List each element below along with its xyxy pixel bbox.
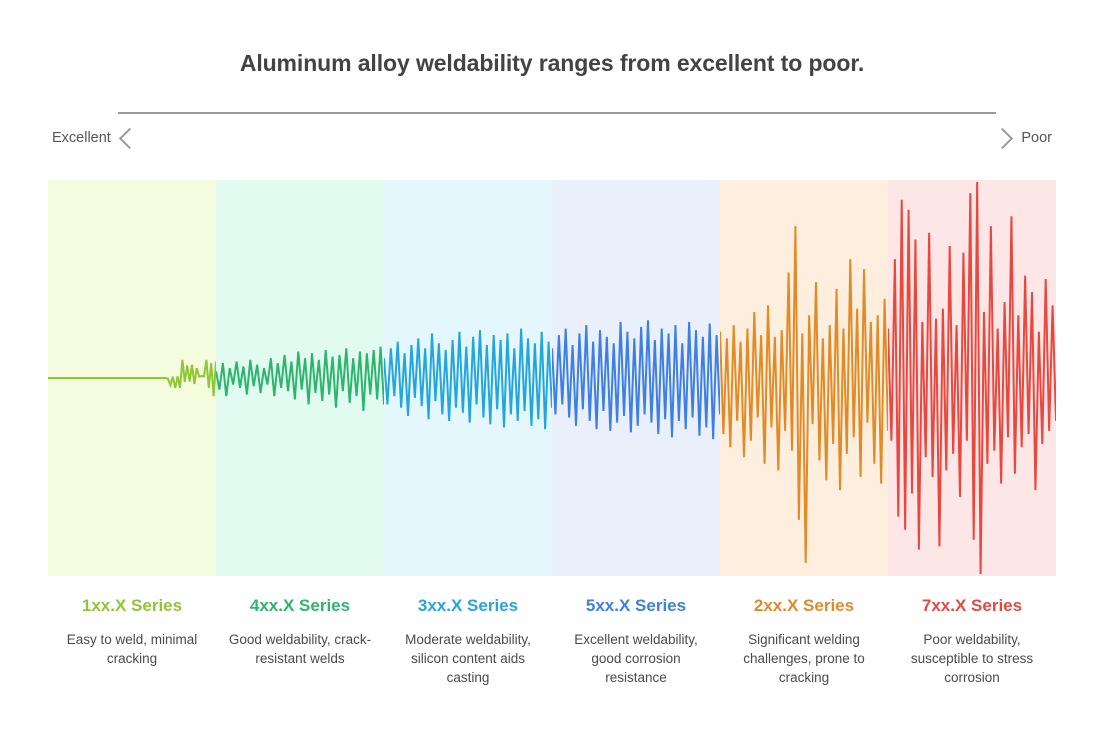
weldability-scale-header: Excellent Poor bbox=[48, 104, 1056, 164]
legend-series-description: Good weldability, crack-resistant welds bbox=[228, 632, 372, 666]
waveform-panel-3xx bbox=[384, 180, 552, 576]
legend-series-title: 4xx.X Series bbox=[249, 596, 351, 615]
legend-item-7xx: 7xx.X Series Poor weldability, susceptibl… bbox=[888, 596, 1056, 687]
waveform-svg bbox=[216, 346, 384, 412]
legend-series-title: 1xx.X Series bbox=[81, 596, 183, 615]
waveform-line bbox=[720, 226, 888, 563]
series-legend: 1xx.X Series Easy to weld, minimal cracki… bbox=[48, 596, 1056, 687]
waveform-svg bbox=[552, 320, 720, 440]
waveform-line bbox=[216, 346, 384, 412]
legend-item-5xx: 5xx.X Series Excellent weldability, good … bbox=[552, 596, 720, 687]
waveform-line bbox=[552, 320, 720, 440]
chevron-right-icon bbox=[992, 127, 1014, 149]
chevron-left-icon bbox=[118, 127, 140, 149]
waveform-svg bbox=[384, 328, 552, 430]
waveform-panels bbox=[48, 180, 1056, 576]
waveform-panel-5xx bbox=[552, 180, 720, 576]
legend-series-description: Easy to weld, minimal cracking bbox=[66, 632, 198, 666]
legend-item-4xx: 4xx.X Series Good weldability, crack-resi… bbox=[216, 596, 384, 687]
legend-series-title: 7xx.X Series bbox=[921, 596, 1023, 615]
waveform-panel-2xx bbox=[720, 180, 888, 576]
scale-rule-divider bbox=[118, 112, 996, 114]
waveform-line bbox=[888, 181, 1056, 575]
waveform-svg bbox=[48, 359, 216, 397]
legend-series-description: Significant welding challenges, prone to… bbox=[743, 632, 865, 685]
waveform-svg bbox=[888, 181, 1056, 575]
legend-item-2xx: 2xx.X Series Significant welding challeng… bbox=[720, 596, 888, 687]
scale-label-poor: Poor bbox=[1021, 130, 1052, 146]
legend-item-3xx: 3xx.X Series Moderate weldability, silico… bbox=[384, 596, 552, 687]
waveform-panel-1xx bbox=[48, 180, 216, 576]
legend-series-description: Poor weldability, susceptible to stress … bbox=[910, 632, 1034, 685]
waveform-line bbox=[48, 359, 216, 397]
legend-series-description: Excellent weldability, good corrosion re… bbox=[574, 632, 698, 685]
scale-end-poor: Poor bbox=[992, 127, 1052, 149]
legend-series-description: Moderate weldability, silicon content ai… bbox=[405, 632, 531, 685]
waveform-line bbox=[384, 328, 552, 430]
legend-item-1xx: 1xx.X Series Easy to weld, minimal cracki… bbox=[48, 596, 216, 687]
page-title: Aluminum alloy weldability ranges from e… bbox=[239, 50, 865, 76]
legend-series-title: 5xx.X Series bbox=[585, 596, 687, 615]
legend-series-title: 3xx.X Series bbox=[417, 596, 519, 615]
waveform-panel-4xx bbox=[216, 180, 384, 576]
scale-label-excellent: Excellent bbox=[52, 130, 111, 146]
legend-series-title: 2xx.X Series bbox=[753, 596, 855, 615]
scale-end-excellent: Excellent bbox=[52, 127, 140, 149]
waveform-panel-7xx bbox=[888, 180, 1056, 576]
waveform-svg bbox=[720, 226, 888, 563]
